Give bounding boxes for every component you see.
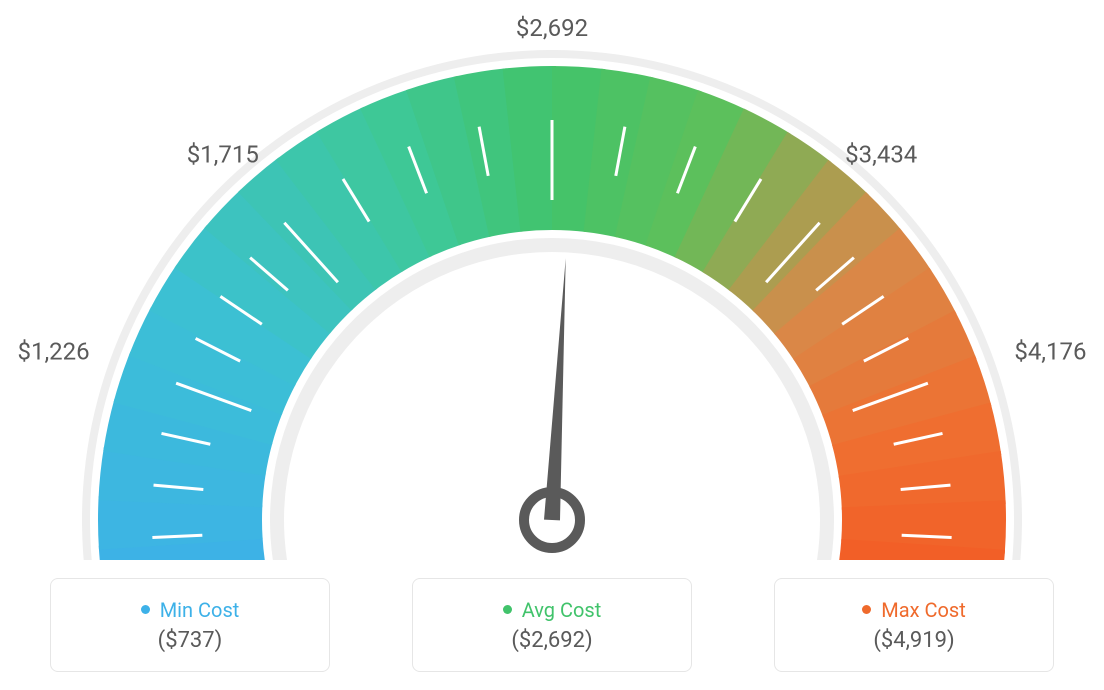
tick-label: $1,715 [187,140,259,168]
legend-title: Max Cost [862,598,966,622]
legend-card-min: Min Cost ($737) [50,578,330,672]
tick-label: $3,434 [845,140,917,168]
legend-label: Max Cost [881,598,966,622]
legend-card-avg: Avg Cost ($2,692) [412,578,692,672]
tick-label: $1,226 [17,338,89,366]
tick-label: $2,692 [516,14,588,42]
legend-value: ($737) [158,628,223,653]
tick-label: $4,176 [1014,338,1086,366]
dot-icon [862,605,871,614]
legend-title: Avg Cost [503,598,602,622]
legend-title: Min Cost [141,598,240,622]
legend-label: Avg Cost [522,598,602,622]
gauge-svg: $737$1,226$1,715$2,692$3,434$4,176$4,919 [0,0,1104,560]
legend-card-max: Max Cost ($4,919) [774,578,1054,672]
legend-label: Min Cost [160,598,240,622]
dot-icon [503,605,512,614]
legend-value: ($2,692) [511,628,592,653]
dot-icon [141,605,150,614]
legend-value: ($4,919) [873,628,954,653]
gauge-chart: $737$1,226$1,715$2,692$3,434$4,176$4,919 [0,0,1104,560]
legend-row: Min Cost ($737) Avg Cost ($2,692) Max Co… [0,578,1104,672]
